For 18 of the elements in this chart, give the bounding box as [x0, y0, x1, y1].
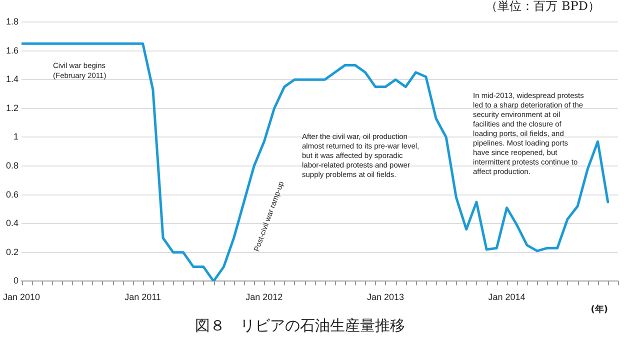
x-tick-label: Jan 2010	[2, 292, 40, 302]
y-tick-label: 1.6	[6, 45, 19, 56]
x-tick-label: Jan 2014	[488, 292, 526, 302]
y-tick-label: 0.2	[6, 246, 19, 257]
y-tick-label: 1.8	[6, 16, 19, 26]
y-tick-label: 1	[14, 132, 19, 142]
x-tick-label: Jan 2011	[124, 292, 162, 302]
text: 図８ リビアの石油生産量推移	[195, 316, 405, 334]
y-tick-label: 1.2	[6, 102, 19, 113]
y-tick-label: 1.4	[6, 74, 19, 84]
y-tick-label: 0.8	[6, 160, 19, 170]
x-tick-label: Jan 2013	[366, 292, 404, 302]
y-tick-label: 0.4	[6, 218, 19, 228]
y-axis-title: （単位：百万 BPD）	[486, 0, 600, 14]
y-tick-label: 0	[14, 276, 19, 286]
x-axis-title: (年)	[590, 304, 608, 315]
y-tick-label: 0.6	[6, 189, 19, 200]
x-tick-label: Jan 2012	[246, 292, 283, 302]
